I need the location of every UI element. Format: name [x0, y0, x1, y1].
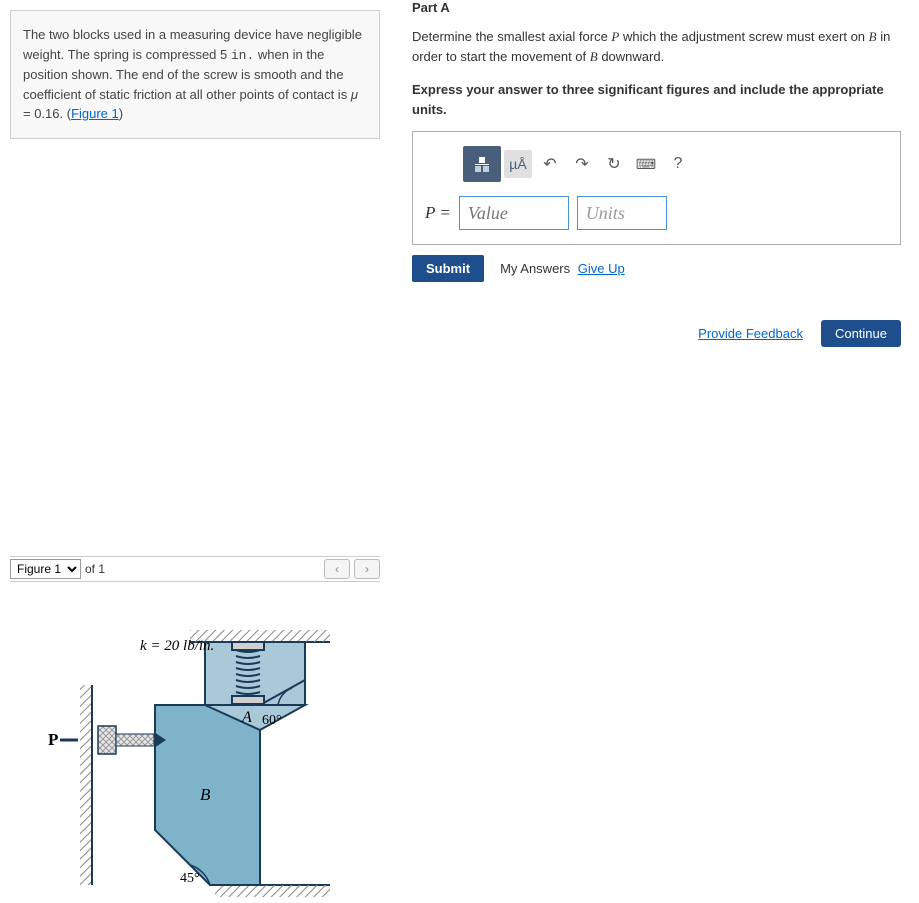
help-button[interactable]: ?	[663, 149, 693, 179]
continue-button[interactable]: Continue	[821, 320, 901, 347]
units-input[interactable]: Units	[577, 196, 667, 230]
problem-statement: The two blocks used in a measuring devic…	[10, 10, 380, 139]
answer-toolbar: µÅ ↶ ↷ ↻ ⌨ ?	[463, 146, 884, 182]
answer-label: P =	[425, 203, 451, 223]
prompt-seg2: which the adjustment screw must exert on	[619, 29, 868, 44]
units-symbol-button[interactable]: µÅ	[504, 150, 532, 178]
mu-symbol: μ	[351, 87, 358, 102]
close-paren: )	[119, 106, 123, 121]
give-up-link[interactable]: Give Up	[578, 261, 625, 276]
prompt-seg1: Determine the smallest axial force	[412, 29, 611, 44]
my-answers-label: My Answers	[500, 261, 570, 276]
answer-input-row: P = Units	[425, 196, 884, 230]
var-B2: B	[590, 49, 598, 64]
figure-link[interactable]: Figure 1	[71, 106, 119, 121]
prompt-seg4: downward.	[598, 49, 664, 64]
part-title: Part A	[412, 0, 901, 15]
figure-svg: k = 20 lb/in. P A 60° B 45°	[40, 610, 340, 900]
angle-B: 45°	[180, 871, 200, 886]
figure-count: of 1	[85, 562, 105, 576]
unit-in: in.	[231, 48, 254, 63]
figure-canvas: k = 20 lb/in. P A 60° B 45°	[10, 582, 380, 903]
redo-button[interactable]: ↷	[567, 149, 597, 179]
problem-text3: = 0.16. (	[23, 106, 71, 121]
template-tool-group	[463, 146, 501, 182]
figure-next-button[interactable]: ›	[354, 559, 380, 579]
footer-row: Provide Feedback Continue	[412, 320, 901, 347]
answer-panel: µÅ ↶ ↷ ↻ ⌨ ? P = Units	[412, 131, 901, 245]
reset-button[interactable]: ↻	[599, 149, 629, 179]
undo-button[interactable]: ↶	[535, 149, 565, 179]
figure-selector[interactable]: Figure 1	[10, 559, 81, 579]
submit-button[interactable]: Submit	[412, 255, 484, 282]
fraction-template-button[interactable]	[468, 150, 496, 178]
angle-A: 60°	[262, 713, 282, 728]
answer-instruction: Express your answer to three significant…	[412, 80, 901, 119]
value-input[interactable]	[459, 196, 569, 230]
provide-feedback-link[interactable]: Provide Feedback	[698, 326, 803, 341]
fraction-icon	[475, 157, 489, 172]
B-label: B	[200, 785, 211, 804]
question-prompt: Determine the smallest axial force P whi…	[412, 27, 901, 66]
figure-prev-button[interactable]: ‹	[324, 559, 350, 579]
var-B: B	[869, 29, 877, 44]
keyboard-button[interactable]: ⌨	[631, 149, 661, 179]
A-label: A	[241, 709, 252, 726]
k-label: k = 20 lb/in.	[140, 638, 214, 654]
units-placeholder: Units	[586, 203, 625, 224]
P-label: P	[48, 730, 58, 749]
submit-row: Submit My Answers Give Up	[412, 255, 901, 282]
figure-toolbar: Figure 1 of 1 ‹ ›	[10, 556, 380, 582]
